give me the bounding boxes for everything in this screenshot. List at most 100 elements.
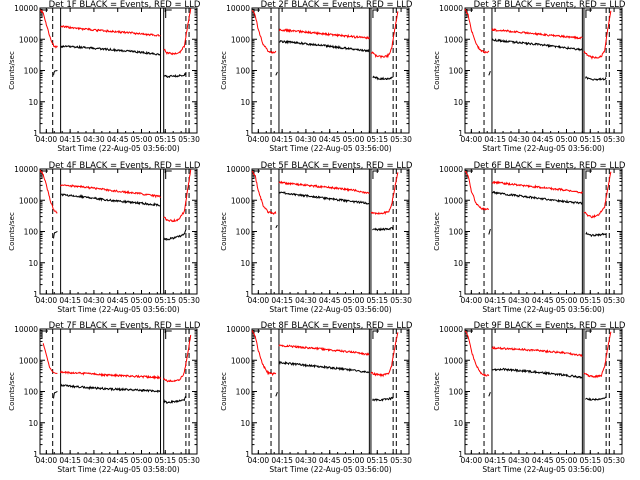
bracket-marker — [585, 9, 592, 18]
events-series-line — [372, 396, 394, 402]
x-axis-label: Start Time (22-Aug-05 03:56:00) — [57, 305, 179, 314]
lld-series-line — [163, 334, 192, 383]
x-tick-label: 05:00 — [343, 296, 365, 305]
y-axis-label: Counts/sec — [8, 212, 16, 251]
x-tick-label: 04:00 — [248, 456, 270, 465]
lld-series-line — [491, 345, 583, 357]
events-series-line — [163, 229, 187, 241]
x-tick-label: 05:15 — [154, 296, 176, 305]
events-series-line — [372, 226, 394, 232]
lld-series-line — [60, 25, 161, 37]
bracket-marker — [253, 170, 260, 179]
y-tick-label: 10 — [28, 98, 38, 107]
y-tick-label: 10000 — [14, 325, 38, 334]
y-tick-label: 1 — [245, 290, 250, 299]
x-tick-label: 05:30 — [178, 135, 200, 144]
x-tick-label: 05:00 — [343, 456, 365, 465]
y-tick-label: 100 — [449, 388, 464, 397]
x-tick-label: 04:30 — [295, 135, 317, 144]
lld-series-line — [464, 8, 490, 54]
x-tick-label: 05:15 — [154, 456, 176, 465]
plot-frame — [464, 7, 623, 134]
events-series-line — [491, 190, 583, 205]
y-axis-label: Counts/sec — [220, 212, 228, 251]
y-tick-label: 1000 — [19, 196, 38, 205]
events-series-line — [488, 228, 491, 235]
y-tick-label: 100 — [236, 67, 251, 76]
bracket-marker — [165, 170, 172, 179]
y-axis-label: Counts/sec — [433, 372, 441, 411]
y-tick-label: 10 — [28, 259, 38, 268]
y-tick-label: 1 — [245, 450, 250, 459]
bracket-marker — [585, 330, 592, 339]
y-tick-label: 100 — [24, 228, 39, 237]
x-tick-label: 04:45 — [319, 456, 341, 465]
x-tick-label: 05:00 — [556, 456, 578, 465]
x-tick-label: 04:15 — [271, 456, 293, 465]
y-tick-label: 10 — [28, 419, 38, 428]
bracket-marker — [253, 9, 260, 18]
x-tick-label: 04:15 — [59, 135, 81, 144]
lld-series-line — [251, 10, 277, 55]
events-series-line — [60, 193, 161, 207]
y-tick-label: 10 — [240, 419, 250, 428]
lld-series-line — [491, 27, 583, 40]
x-tick-label: 05:00 — [131, 135, 153, 144]
x-tick-label: 05:30 — [603, 135, 625, 144]
events-series-line — [163, 395, 187, 405]
y-tick-label: 1000 — [19, 35, 38, 44]
y-tick-label: 1 — [33, 290, 38, 299]
panel-title: Det 7F BLACK = Events, RED = LLD — [49, 321, 201, 331]
x-axis-label: Start Time (22-Aug-05 03:56:00) — [482, 305, 604, 314]
bracket-marker — [253, 330, 260, 339]
lld-series-line — [370, 11, 399, 59]
lld-series-line — [42, 343, 58, 374]
lld-series-line — [370, 172, 399, 216]
panel-title: Det 1F BLACK = Events, RED = LLD — [49, 0, 201, 10]
y-tick-label: 10 — [453, 419, 463, 428]
x-tick-label: 05:30 — [390, 135, 412, 144]
x-tick-label: 04:45 — [107, 456, 129, 465]
x-axis-label: Start Time (22-Aug-05 03:58:00) — [57, 465, 179, 474]
events-series-line — [491, 37, 583, 52]
y-tick-label: 10000 — [439, 325, 463, 334]
bracket-marker — [466, 170, 473, 179]
x-tick-label: 04:00 — [461, 135, 483, 144]
x-tick-label: 05:15 — [366, 456, 388, 465]
x-tick-label: 04:45 — [532, 296, 554, 305]
x-axis-label: Start Time (22-Aug-05 03:56:00) — [57, 144, 179, 153]
events-series-line — [372, 75, 394, 81]
lld-series-line — [583, 171, 612, 219]
panel-title: Det 9F BLACK = Events, RED = LLD — [474, 321, 626, 331]
panel-det-1: Det 1F BLACK = Events, RED = LLD 1 10 100 10… — [8, 0, 201, 153]
panel-det-6: Det 6F BLACK = Events, RED = LLD 1 10 100 10… — [433, 161, 626, 314]
events-series-line — [585, 231, 607, 238]
x-tick-label: 05:15 — [579, 296, 601, 305]
y-tick-label: 1 — [33, 450, 38, 459]
lld-series-line — [39, 9, 58, 49]
x-tick-label: 04:15 — [484, 135, 506, 144]
lld-series-line — [370, 332, 399, 378]
events-series-line — [60, 383, 161, 394]
y-axis-label: Counts/sec — [220, 51, 228, 90]
x-tick-label: 04:45 — [107, 135, 129, 144]
panel-title: Det 4F BLACK = Events, RED = LLD — [49, 161, 201, 171]
events-series-line — [278, 191, 370, 205]
lld-series-line — [60, 370, 161, 380]
x-tick-label: 04:30 — [508, 296, 530, 305]
plot-frame — [39, 328, 198, 455]
plot-frame — [251, 328, 410, 455]
y-tick-label: 10 — [240, 259, 250, 268]
x-tick-label: 04:30 — [508, 135, 530, 144]
x-tick-label: 04:45 — [319, 296, 341, 305]
x-axis-label: Start Time (22-Aug-05 03:56:00) — [482, 144, 604, 153]
y-tick-label: 1000 — [19, 356, 38, 365]
x-axis-label: Start Time (22-Aug-05 03:56:00) — [482, 465, 604, 474]
y-tick-label: 10000 — [14, 4, 38, 13]
x-tick-label: 04:30 — [508, 456, 530, 465]
panel-det-5: Det 5F BLACK = Events, RED = LLD 1 10 100 10… — [220, 161, 413, 314]
x-tick-label: 04:00 — [36, 456, 58, 465]
y-axis-label: Counts/sec — [8, 372, 16, 411]
x-tick-label: 05:30 — [390, 456, 412, 465]
x-tick-label: 04:00 — [461, 456, 483, 465]
